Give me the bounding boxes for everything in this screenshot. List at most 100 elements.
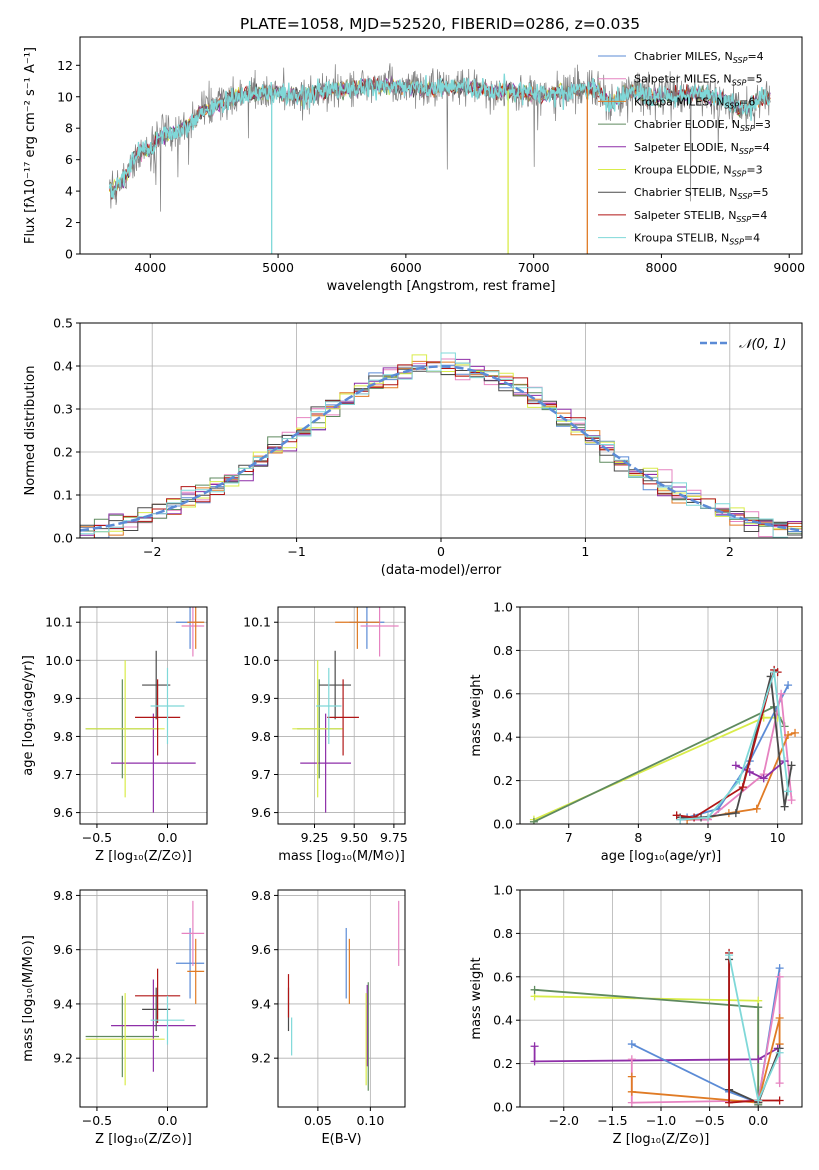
spectrum-ytick-label: 6 — [65, 152, 73, 167]
weight-vs-age-ytick-label: 0.2 — [493, 773, 513, 788]
age-vs-mass-ytick-label: 9.7 — [251, 767, 271, 782]
mass-vs-z-errorbars — [85, 900, 205, 1086]
age-vs-z-xtick-label: 0.0 — [158, 830, 178, 845]
weight-vs-z-series — [530, 948, 784, 1107]
weight-point-chabrier-elodie — [529, 817, 538, 824]
weight-vs-z-ytick-label: 0.8 — [493, 926, 513, 941]
weight-point-kroupa-stelib — [735, 776, 744, 785]
mass-vs-z-ytick-label: 9.4 — [53, 996, 73, 1011]
age-vs-mass-xtick-label: 9.75 — [380, 830, 408, 845]
weight-vs-z-xtick-label: −1.5 — [597, 1113, 627, 1128]
spectrum-xtick-label: 6000 — [390, 260, 422, 275]
mass-vs-z-frame — [79, 889, 208, 1108]
mass-vs-ebv-ytick-label: 9.6 — [251, 942, 271, 957]
weight-vs-age-ytick-label: 0.4 — [493, 730, 513, 745]
weight-point-kroupa-stelib — [676, 815, 685, 824]
weight-vs-z-xtick-label: −1.0 — [646, 1113, 676, 1128]
age-vs-z-ytick-label: 9.7 — [53, 767, 73, 782]
weight-point-chabrier-stelib — [780, 802, 789, 811]
weight-vs-age-ytick-label: 0.8 — [493, 643, 513, 658]
weight-point-chabrier-elodie — [530, 985, 539, 994]
weight-vs-z-xtick-label: 0.0 — [748, 1113, 768, 1128]
weight-point-salpeter-miles — [775, 1079, 784, 1088]
weight-vs-age-frame — [519, 606, 803, 825]
legend-entry: Salpeter MILES, NSSP=5 — [634, 73, 763, 88]
mass-vs-z-ytick-label: 9.6 — [53, 942, 73, 957]
spectrum-xtick-label: 7000 — [518, 260, 550, 275]
mass-vs-z-axes: −0.5 0.0 9.2 9.4 9.6 9.8 Z [log₁₀(Z/Z⊙)] mass [… — [21, 888, 207, 1147]
gaussian-curve — [80, 365, 800, 532]
weight-point-kroupa-miles — [784, 731, 793, 740]
residuals-ylabel: Normed distribution — [23, 366, 38, 496]
weight-vs-z-xlabel: Z [log₁₀(Z/Z⊙)] — [613, 1132, 710, 1147]
mass-vs-z-xtick-label: 0.0 — [158, 1113, 178, 1128]
spectrum-ytick-label: 10 — [57, 89, 73, 104]
mass-vs-ebv-xtick-label: 0.05 — [304, 1113, 332, 1128]
weight-vs-z-ytick-label: 0.0 — [493, 1100, 513, 1115]
weight-vs-z-ytick-label: 0.4 — [493, 1013, 513, 1028]
weight-vs-z-ylabel: mass weight — [469, 957, 484, 1039]
weight-point-salpeter-stelib — [775, 1096, 784, 1105]
legend-entry: Kroupa ELODIE, NSSP=3 — [634, 164, 763, 179]
figure-title: PLATE=1058, MJD=52520, FIBERID=0286, z=0… — [240, 15, 640, 33]
spectrum-xtick-label: 8000 — [646, 260, 678, 275]
spectrum-ytick-label: 0 — [65, 247, 73, 262]
spectrum-frame — [79, 36, 803, 255]
age-vs-z-ytick-label: 9.8 — [53, 729, 73, 744]
mass-vs-z-ytick-label: 9.2 — [53, 1051, 73, 1066]
weight-point-salpeter-stelib — [725, 1098, 734, 1107]
residuals-ytick-label: 0.2 — [53, 445, 73, 460]
weight-vs-age-ytick-label: 0.6 — [493, 686, 513, 701]
weight-point-chabrier-elodie — [754, 1003, 763, 1012]
age-vs-mass-ytick-label: 9.9 — [251, 691, 271, 706]
weight-vs-z-ytick-label: 1.0 — [493, 883, 513, 898]
weight-vs-age-xtick-label: 10 — [770, 830, 786, 845]
age-vs-z-ytick-label: 10.0 — [45, 653, 73, 668]
age-vs-z-errorbars — [85, 607, 205, 813]
residuals-histograms — [80, 352, 802, 538]
mass-vs-ebv-xlabel: E(B-V) — [321, 1132, 361, 1147]
residuals-xlabel: (data-model)/error — [381, 563, 502, 578]
weight-point-kroupa-stelib — [704, 813, 712, 822]
weight-vs-z-xtick-label: −2.0 — [549, 1113, 579, 1128]
legend-entry: Salpeter ELODIE, NSSP=4 — [634, 141, 770, 156]
legend-entry: Kroupa STELIB, NSSP=4 — [634, 232, 760, 247]
residuals-ytick-label: 0.1 — [53, 488, 73, 503]
weight-point-salpeter-miles — [775, 972, 784, 981]
residuals-ytick-label: 0.3 — [53, 402, 73, 417]
legend-entry: Chabrier ELODIE, NSSP=3 — [634, 118, 771, 133]
spectrum-ytick-label: 2 — [65, 215, 73, 230]
residuals-xtick-label: 1 — [581, 544, 589, 559]
mass-vs-z-xlabel: Z [log₁₀(Z/Z⊙)] — [95, 1132, 192, 1147]
weight-point-kroupa-stelib — [775, 1048, 784, 1057]
age-vs-mass-ytick-label: 10.0 — [243, 653, 271, 668]
weight-point-kroupa-miles — [627, 1087, 636, 1096]
weight-point-salpeter-miles — [787, 796, 796, 805]
weight-point-salpeter-elodie — [731, 761, 740, 770]
mass-vs-z-ylabel: mass [log₁₀(M/M⊙)] — [21, 935, 36, 1062]
age-vs-mass-xlabel: mass [log₁₀(M/M⊙)] — [278, 849, 405, 864]
residuals-ytick-label: 0.5 — [53, 316, 73, 331]
mass-vs-ebv-ytick-label: 9.4 — [251, 996, 271, 1011]
weight-point-salpeter-elodie — [754, 1055, 763, 1064]
residuals-ytick-label: 0.4 — [53, 359, 73, 374]
spectrum-legend: Chabrier MILES, NSSP=4 Salpeter MILES, NS… — [598, 50, 771, 247]
weight-point-salpeter-stelib — [738, 783, 747, 792]
weight-point-kroupa-miles — [791, 728, 800, 737]
weight-point-salpeter-miles — [627, 1055, 636, 1064]
mass-vs-z-xtick-label: −0.5 — [82, 1113, 112, 1128]
weight-line-chabrier-elodie — [534, 988, 760, 1105]
age-vs-mass-errorbars — [292, 607, 399, 813]
weight-point-salpeter-elodie — [530, 1042, 539, 1051]
age-vs-mass-frame — [277, 606, 406, 825]
weight-vs-age-xtick-label: 7 — [565, 830, 573, 845]
spectrum-xtick-label: 9000 — [773, 260, 805, 275]
mass-vs-ebv-ytick-label: 9.2 — [251, 1051, 271, 1066]
legend-entry: Chabrier STELIB, NSSP=5 — [634, 186, 768, 201]
spectrum-ytick-label: 8 — [65, 121, 73, 136]
spectrum-model-kroupa-stelib — [108, 73, 771, 199]
weight-point-kroupa-miles — [775, 1014, 784, 1023]
weight-point-salpeter-stelib — [672, 811, 681, 820]
weight-line-kroupa-elodie — [534, 995, 760, 1103]
